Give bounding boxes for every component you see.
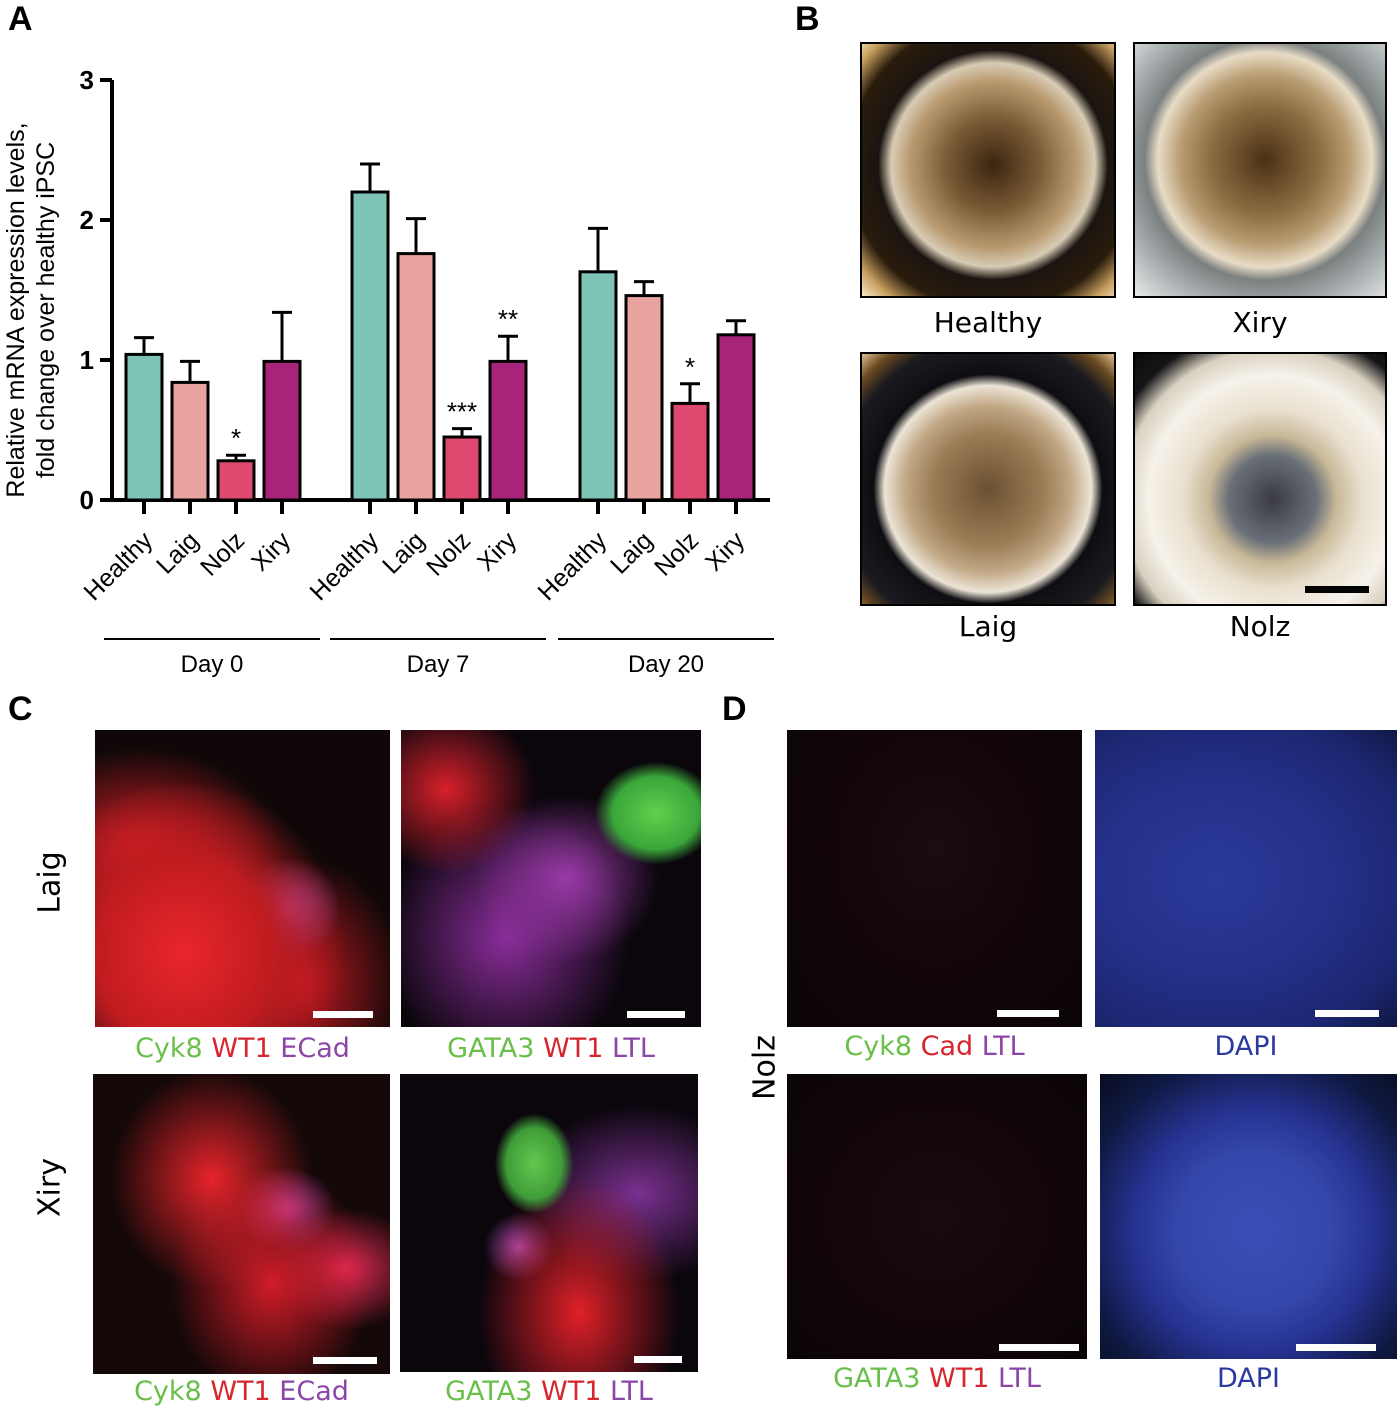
bar — [442, 435, 482, 502]
x-tick-label: Nolz — [649, 526, 704, 581]
nolz-dapi-bottom-label: DAPI — [1216, 1363, 1281, 1394]
bar — [578, 270, 618, 502]
stain-red: WT1 — [210, 1376, 271, 1407]
laig-caption: Laig — [958, 610, 1018, 643]
xiry-left-stain-label: Cyk8 WT1 ECad — [93, 1376, 390, 1407]
stain-green: GATA3 — [445, 1376, 533, 1407]
stain-purple: LTL — [981, 1031, 1025, 1062]
row-label-laig: Laig — [32, 851, 68, 914]
scale-bar — [1296, 1344, 1376, 1351]
nolz-gata3-wt1-ltl-image — [787, 1074, 1087, 1359]
scale-bar — [634, 1356, 682, 1363]
stain-green: GATA3 — [833, 1363, 921, 1394]
bar — [488, 359, 528, 502]
stain-green: Cyk8 — [135, 1033, 203, 1064]
x-tick-label: Laig — [605, 526, 658, 579]
stain-purple: LTL — [998, 1363, 1041, 1394]
y-tick-label: 0 — [80, 485, 94, 515]
xiry-caption: Xiry — [1232, 306, 1288, 339]
row-label-nolz: Nolz — [747, 1035, 783, 1100]
scale-bar — [997, 1010, 1059, 1017]
nolz-cyk8-cad-ltl-image — [787, 730, 1082, 1027]
laig-left-stain-label: Cyk8 WT1 ECad — [95, 1033, 390, 1064]
significance-marker: ** — [498, 304, 518, 334]
laig-cyk8-wt1-ecad-image — [95, 730, 390, 1027]
bar-chart: Relative mRNA expression levels, fold cha… — [2, 65, 774, 678]
x-tick-label: Xiry — [246, 526, 297, 577]
nolz-caption: Nolz — [1229, 610, 1291, 643]
panel-a-letter: A — [8, 0, 33, 38]
x-tick-label: Healthy — [533, 526, 613, 606]
row-label-xiry: Xiry — [32, 1158, 68, 1217]
nolz-dapi-bottom-image — [1100, 1074, 1397, 1359]
nolz-dapi-top-image — [1095, 730, 1397, 1027]
significance-marker: * — [231, 423, 241, 453]
x-tick-label: Laig — [377, 526, 430, 579]
x-tick-label: Healthy — [305, 526, 385, 606]
bar — [350, 190, 390, 502]
nolz-dapi-top-label: DAPI — [1214, 1031, 1278, 1062]
scale-bar — [313, 1011, 373, 1018]
scale-bar — [627, 1011, 685, 1018]
bar — [124, 352, 164, 502]
stain-red: Cad — [920, 1031, 974, 1062]
stain-red: WT1 — [541, 1376, 602, 1407]
xiry-gata3-wt1-ltl-image — [400, 1074, 698, 1372]
stain-purple: ECad — [279, 1376, 349, 1407]
stain-green: Cyk8 — [134, 1376, 202, 1407]
scale-bar — [313, 1357, 377, 1364]
bar — [396, 252, 436, 502]
stain-red: WT1 — [929, 1363, 990, 1394]
laig-right-stain-label: GATA3 WT1 LTL — [401, 1033, 701, 1064]
nolz-organoid-image — [1133, 352, 1387, 606]
x-tick-label: Laig — [151, 526, 204, 579]
stain-purple: ECad — [280, 1033, 350, 1064]
nolz-top-stain-label: Cyk8 Cad LTL — [787, 1031, 1082, 1062]
stain-purple: LTL — [610, 1376, 653, 1407]
y-tick-label: 3 — [80, 65, 94, 95]
bar — [216, 459, 256, 502]
bar — [670, 401, 710, 502]
bar — [170, 380, 210, 502]
y-tick-label: 1 — [80, 345, 94, 375]
group-label: Day 0 — [181, 651, 244, 678]
stain-green: GATA3 — [447, 1033, 535, 1064]
group-label: Day 20 — [628, 651, 704, 678]
x-tick-label: Nolz — [421, 526, 476, 581]
scale-bar — [999, 1344, 1079, 1351]
xiry-right-stain-label: GATA3 WT1 LTL — [400, 1376, 698, 1407]
x-tick-label: Healthy — [79, 526, 159, 606]
y-tick-label: 2 — [80, 205, 94, 235]
group-label: Day 7 — [407, 651, 470, 678]
panel-d-letter: D — [722, 690, 747, 728]
stain-purple: LTL — [612, 1033, 655, 1064]
y-axis-label: fold change over healthy iPSC — [32, 142, 60, 478]
nolz-bottom-stain-label: GATA3 WT1 LTL — [787, 1363, 1087, 1394]
stain-green: Cyk8 — [844, 1031, 913, 1062]
x-tick-label: Xiry — [700, 526, 751, 577]
bar — [716, 333, 756, 502]
significance-marker: *** — [447, 397, 477, 427]
bar — [262, 359, 302, 502]
y-axis-label: Relative mRNA expression levels, — [2, 122, 30, 497]
laig-organoid-image — [860, 352, 1116, 606]
scale-bar — [1315, 1010, 1379, 1017]
panel-b-letter: B — [795, 0, 820, 38]
bar — [624, 294, 664, 502]
scale-bar — [1305, 586, 1369, 593]
stain-red: WT1 — [543, 1033, 604, 1064]
significance-marker: * — [685, 352, 695, 382]
laig-gata3-wt1-ltl-image — [401, 730, 701, 1027]
healthy-caption: Healthy — [933, 306, 1043, 339]
x-tick-label: Xiry — [472, 526, 523, 577]
panel-c-letter: C — [8, 690, 33, 728]
x-tick-label: Nolz — [195, 526, 250, 581]
xiry-cyk8-wt1-ecad-image — [93, 1074, 390, 1374]
stain-red: WT1 — [211, 1033, 272, 1064]
xiry-organoid-image — [1133, 42, 1387, 298]
healthy-organoid-image — [860, 42, 1116, 298]
